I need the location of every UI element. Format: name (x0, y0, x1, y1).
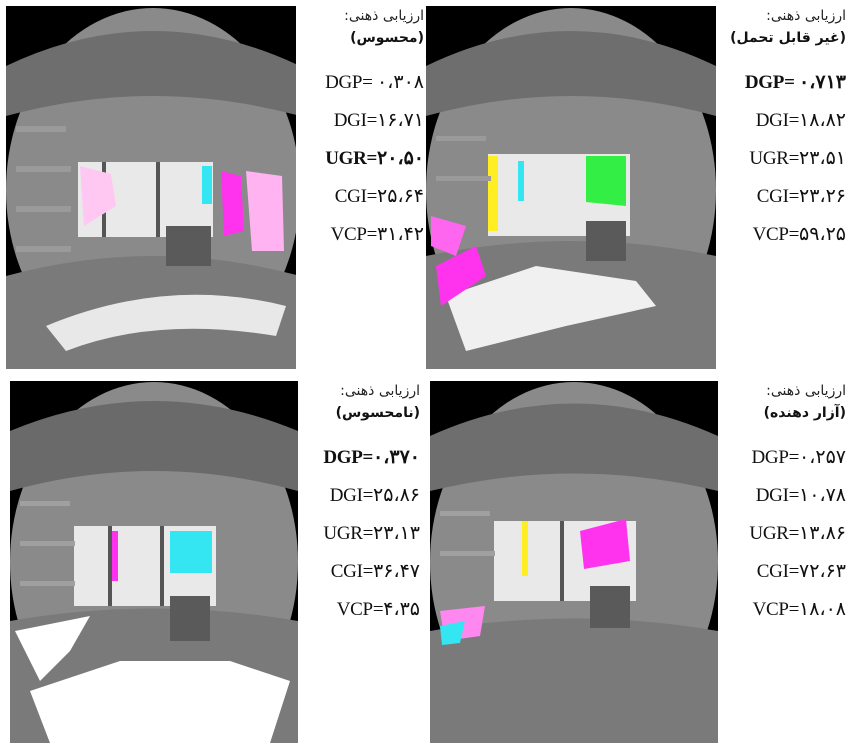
metric-ugr: UGR=۲۳،۱۳ (323, 523, 420, 544)
metric-dgi: DGI=۱۸،۸۲ (755, 110, 847, 131)
assessment-verdict: (غیر قابل تحمل) (730, 30, 846, 46)
metrics-panel-1: ارزیابی ذهنی: (محسوس) DGP= ۰،۳۰۸ DGI=۱۶،… (296, 8, 424, 254)
assessment-label: ارزیابی ذهنی: (340, 383, 420, 399)
metrics-panel-4: ارزیابی ذهنی: (آزار دهنده) DGP=۰،۲۵۷ DGI… (718, 383, 846, 629)
metric-cgi: CGI=۷۲،۶۳ (756, 561, 847, 582)
metric-cgi: CGI=۲۵،۶۴ (334, 186, 425, 207)
assessment-label: ارزیابی ذهنی: (344, 8, 424, 24)
fisheye-render-image (10, 382, 298, 743)
assessment-verdict: (آزار دهنده) (763, 405, 846, 421)
metric-ugr: UGR=۲۰،۵۰ (325, 148, 424, 169)
metric-dgi: DGI=۱۶،۷۱ (333, 110, 425, 131)
fisheye-render-image (430, 382, 718, 743)
metric-vcp: VCP=۴،۳۵ (336, 599, 421, 620)
metric-ugr: UGR=۲۳،۵۱ (749, 148, 846, 169)
metric-vcp: VCP=۱۸،۰۸ (752, 599, 847, 620)
metric-dgp: DGP= ۰،۷۱۳ (744, 72, 846, 93)
fisheye-render-frame (10, 381, 298, 743)
metric-cgi: CGI=۳۶،۴۷ (330, 561, 421, 582)
metrics-panel-3: ارزیابی ذهنی: (نامحسوس) DGP=۰،۳۷۰ DGI=۲۵… (298, 383, 420, 629)
metrics-panel-2: ارزیابی ذهنی: (غیر قابل تحمل) DGP= ۰،۷۱۳… (718, 8, 846, 254)
fisheye-render-frame (426, 6, 716, 369)
metric-ugr: UGR=۱۳،۸۶ (749, 523, 846, 544)
assessment-label: ارزیابی ذهنی: (766, 383, 846, 399)
metric-dgi: DGI=۲۵،۸۶ (329, 485, 421, 506)
metric-vcp: VCP=۳۱،۴۲ (330, 224, 425, 245)
metric-vcp: VCP=۵۹،۲۵ (752, 224, 847, 245)
metric-dgi: DGI=۱۰،۷۸ (755, 485, 847, 506)
metric-dgp: DGP=۰،۲۵۷ (751, 447, 847, 468)
metric-dgp: DGP=۰،۳۷۰ (323, 447, 420, 468)
metric-dgp: DGP= ۰،۳۰۸ (325, 72, 424, 93)
fisheye-render-frame (430, 381, 718, 743)
metric-cgi: CGI=۲۳،۲۶ (756, 186, 847, 207)
fisheye-render-frame (6, 6, 296, 369)
assessment-verdict: (محسوس) (350, 30, 424, 46)
fisheye-render-image (6, 8, 296, 369)
assessment-label: ارزیابی ذهنی: (766, 8, 846, 24)
fisheye-render-image (426, 8, 716, 369)
assessment-verdict: (نامحسوس) (335, 405, 420, 421)
